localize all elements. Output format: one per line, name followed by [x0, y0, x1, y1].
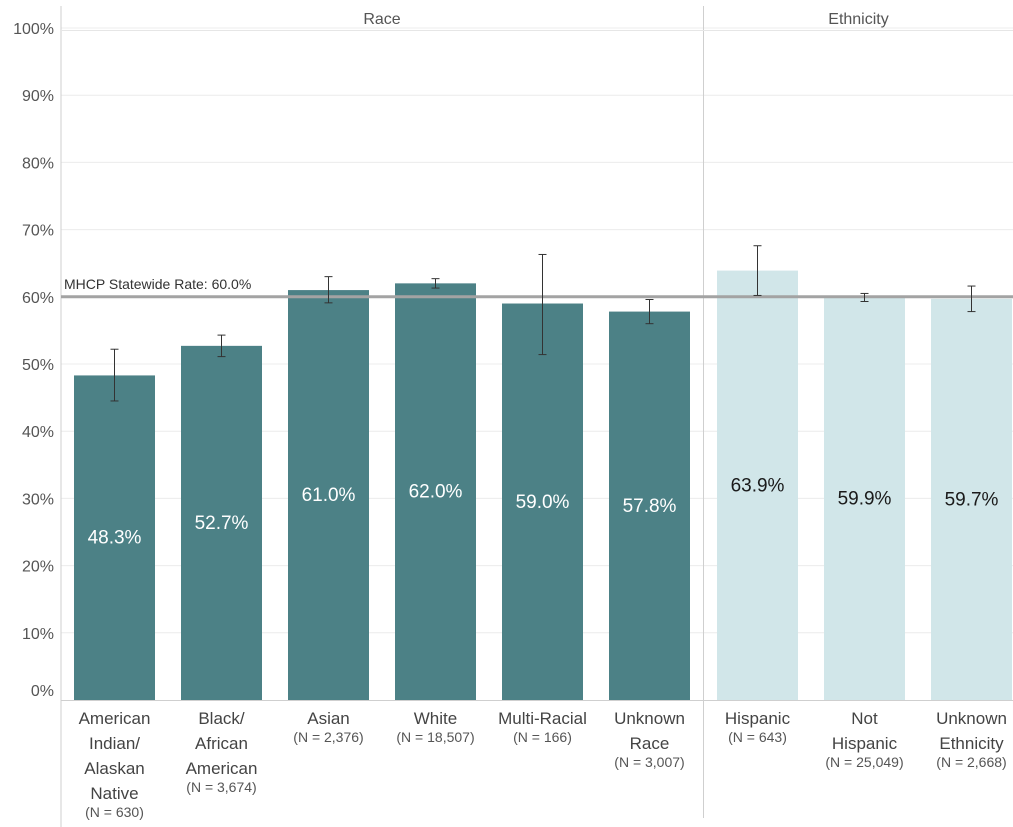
y-tick-label: 10%	[22, 626, 54, 643]
bar-value-label: 62.0%	[409, 482, 463, 503]
x-category-label: White	[414, 709, 457, 728]
x-n-label: (N = 2,376)	[293, 729, 363, 745]
y-tick-label: 30%	[22, 491, 54, 508]
panel-header-ethnicity: Ethnicity	[828, 11, 888, 28]
x-n-label: (N = 630)	[85, 804, 144, 820]
x-category-label: American	[79, 709, 151, 728]
x-n-label: (N = 3,674)	[186, 779, 256, 795]
bar-value-label: 59.9%	[838, 489, 892, 510]
x-category-label: Hispanic	[832, 734, 898, 753]
bar-value-label: 61.0%	[302, 485, 356, 506]
x-n-label: (N = 25,049)	[825, 754, 903, 770]
x-category-label: Unknown	[614, 709, 685, 728]
x-category-label: Hispanic	[725, 709, 791, 728]
x-category-label: Not	[851, 709, 878, 728]
x-n-label: (N = 18,507)	[396, 729, 474, 745]
x-n-label: (N = 2,668)	[936, 754, 1006, 770]
bar-value-label: 48.3%	[88, 528, 142, 549]
x-category-label: African	[195, 734, 248, 753]
x-category-label: Unknown	[936, 709, 1007, 728]
x-category-label: American	[186, 759, 258, 778]
panel-headers: Race Ethnicity	[363, 11, 888, 28]
bar-value-label: 57.8%	[623, 496, 677, 517]
y-tick-label: 0%	[31, 683, 54, 700]
bar-value-labels: 48.3% 52.7% 61.0% 62.0% 59.0% 57.8% 63.9% 59.9%…	[88, 475, 999, 548]
y-axis: 0% 10% 20% 30% 40% 50% 60% 70% 80% 90% 100%	[13, 21, 54, 700]
x-category-label: Asian	[307, 709, 350, 728]
x-category-label: Indian/	[89, 734, 140, 753]
chart-frame	[60, 6, 1013, 827]
x-n-label: (N = 166)	[513, 729, 572, 745]
x-n-label: (N = 3,007)	[614, 754, 684, 770]
y-tick-label: 20%	[22, 559, 54, 576]
x-category-label: Black/	[198, 709, 245, 728]
y-tick-label: 90%	[22, 88, 54, 105]
x-category-label: Ethnicity	[939, 734, 1004, 753]
bar	[74, 375, 155, 700]
x-axis: American Indian/Alaskan Native(N = 630) Bla…	[79, 709, 1007, 820]
bar	[502, 303, 583, 700]
x-category-label: Alaskan	[84, 759, 144, 778]
bar-value-label: 59.7%	[945, 489, 999, 510]
reference-line: MHCP Statewide Rate: 60.0%	[61, 276, 1013, 299]
y-tick-label: 40%	[22, 424, 54, 441]
y-tick-label: 70%	[22, 223, 54, 240]
reference-line-label: MHCP Statewide Rate: 60.0%	[64, 276, 251, 292]
bar-value-label: 59.0%	[516, 492, 570, 513]
bar	[288, 290, 369, 700]
y-tick-label: 60%	[22, 290, 54, 307]
y-tick-label: 100%	[13, 21, 54, 38]
panel-header-race: Race	[363, 11, 400, 28]
bar	[395, 283, 476, 700]
x-n-label: (N = 643)	[728, 729, 787, 745]
bar-value-label: 52.7%	[195, 513, 249, 534]
y-tick-label: 80%	[22, 155, 54, 172]
x-category-label: Native	[90, 784, 138, 803]
bars	[74, 270, 1012, 700]
bar	[609, 311, 690, 700]
x-category-label: Multi-Racial	[498, 709, 587, 728]
x-category-label: Race	[630, 734, 670, 753]
bar	[824, 297, 905, 700]
y-tick-label: 50%	[22, 357, 54, 374]
error-bars	[110, 245, 976, 402]
bar-value-label: 63.9%	[731, 475, 785, 496]
bar	[931, 298, 1012, 700]
bar	[181, 345, 262, 700]
bar	[717, 270, 798, 700]
